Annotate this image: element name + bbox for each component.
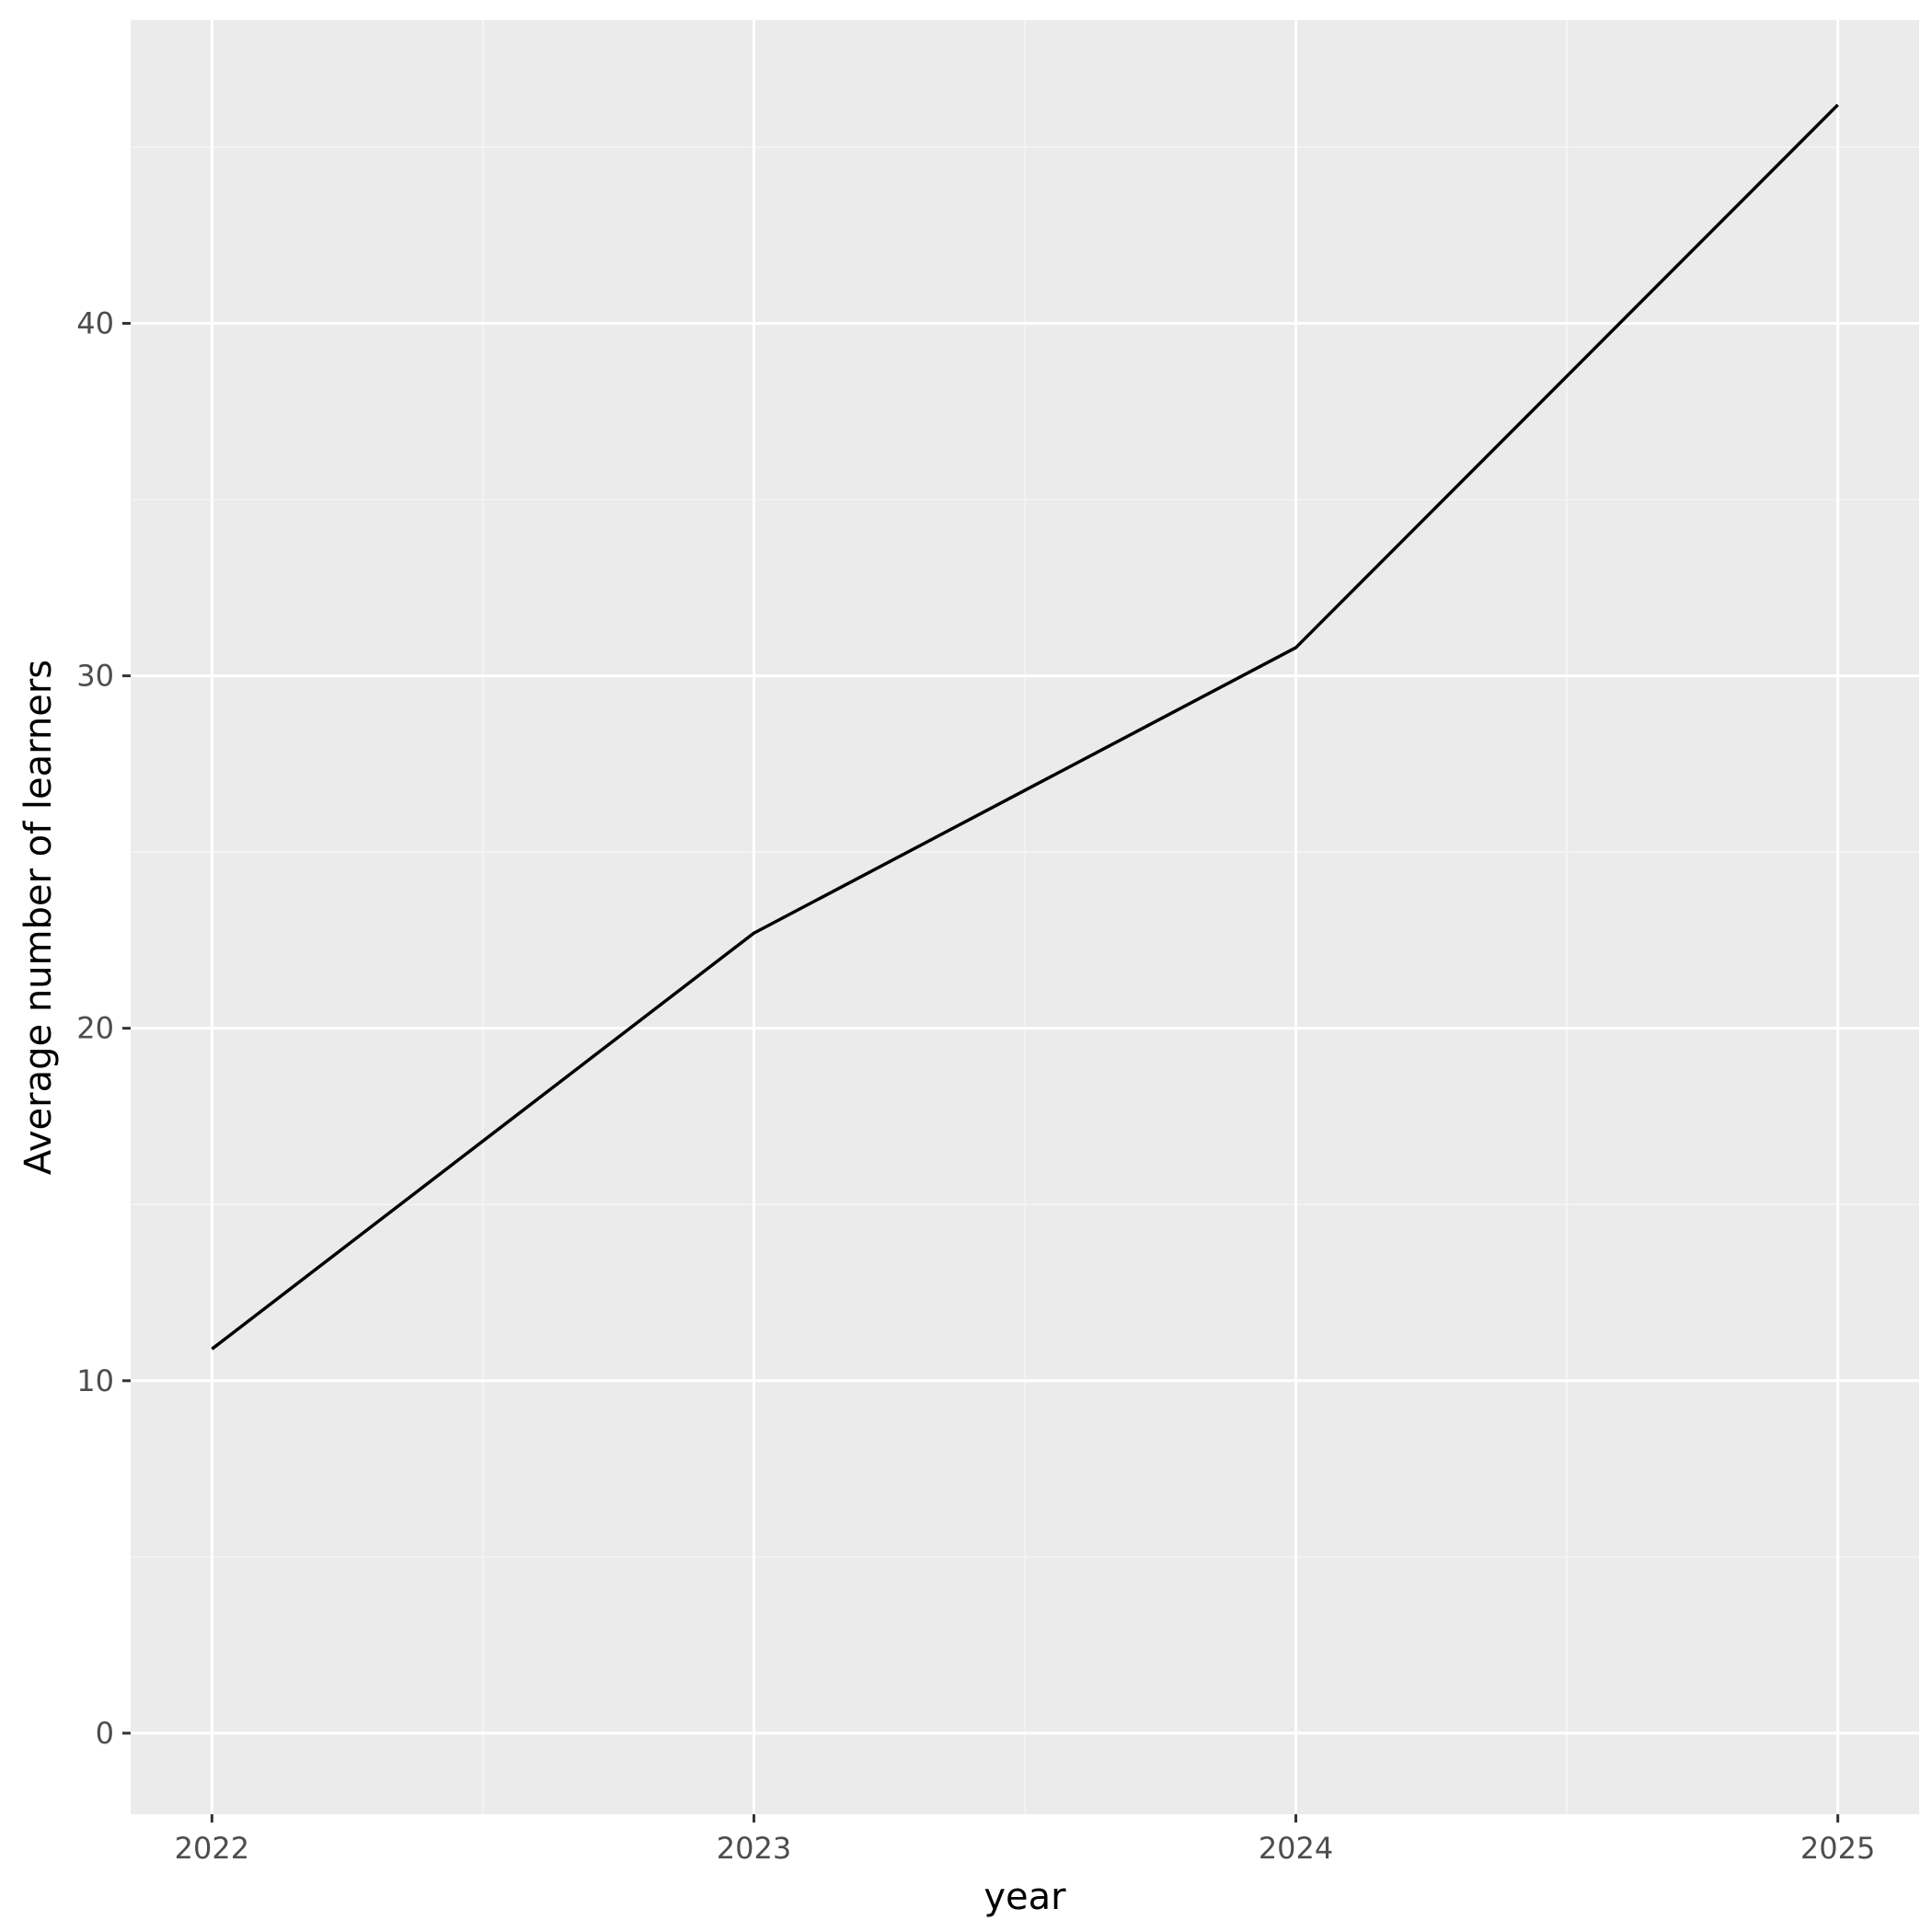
y-tick-label: 30 bbox=[76, 659, 114, 694]
x-tick-label: 2024 bbox=[1259, 1831, 1333, 1866]
x-tick-label: 2023 bbox=[717, 1831, 791, 1866]
major-gridlines bbox=[131, 20, 1919, 1814]
y-tick-label: 40 bbox=[76, 305, 114, 340]
y-axis: 0 10 20 30 40 bbox=[76, 305, 131, 1751]
x-axis: 2022 2023 2024 2025 bbox=[175, 1814, 1875, 1866]
x-axis-title: year bbox=[983, 1876, 1066, 1918]
minor-gridlines bbox=[131, 20, 1919, 1814]
x-tick-label: 2022 bbox=[175, 1831, 249, 1866]
y-tick-label: 0 bbox=[96, 1716, 114, 1751]
y-tick-label: 10 bbox=[76, 1363, 114, 1398]
y-tick-label: 20 bbox=[76, 1011, 114, 1046]
series-line bbox=[211, 103, 1839, 1351]
series-layer bbox=[211, 103, 1839, 1351]
y-axis-title: Average number of learners bbox=[17, 660, 60, 1175]
x-tick-label: 2025 bbox=[1800, 1831, 1875, 1866]
